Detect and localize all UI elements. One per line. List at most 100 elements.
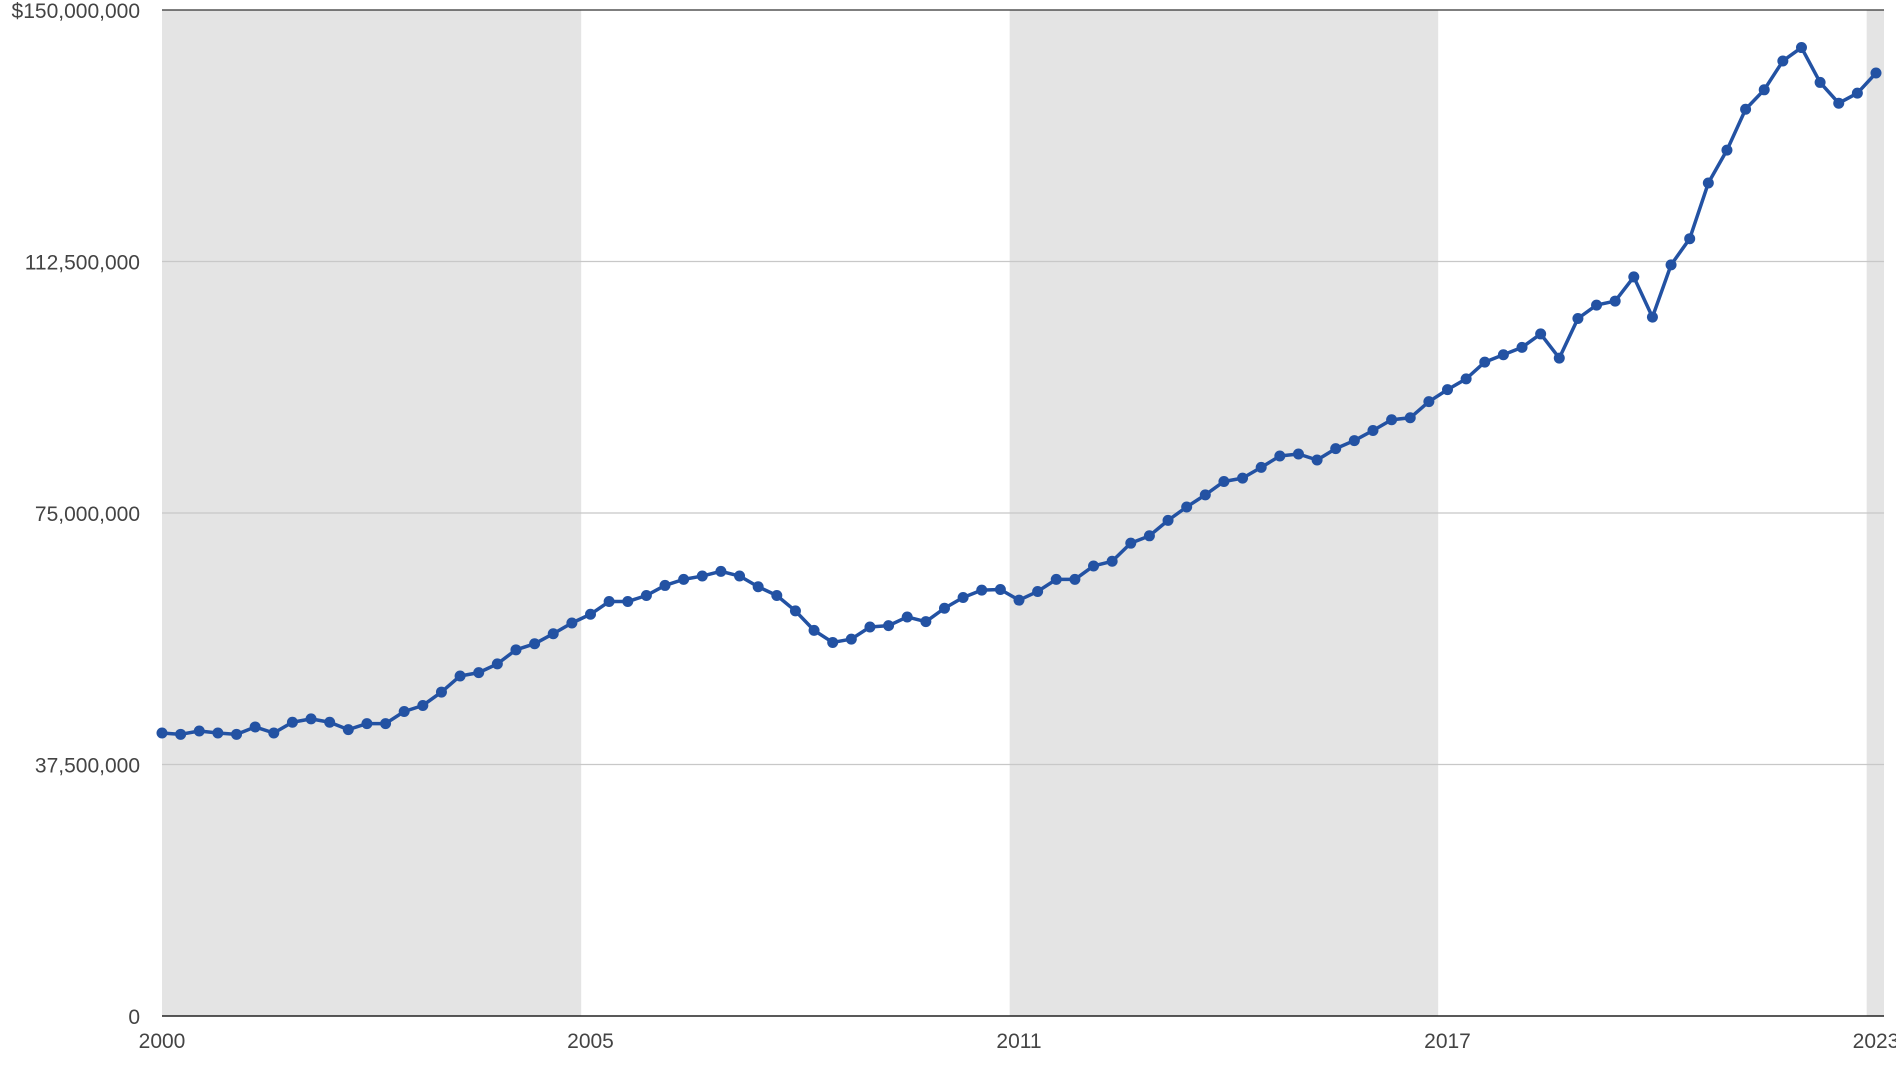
point — [212, 727, 224, 739]
point — [622, 596, 634, 608]
point — [864, 621, 876, 633]
point — [1162, 514, 1174, 526]
point — [1833, 97, 1845, 109]
point — [585, 608, 596, 620]
point — [566, 617, 578, 629]
point — [789, 605, 801, 617]
point — [1851, 87, 1863, 99]
point — [380, 718, 392, 730]
point — [771, 589, 783, 601]
point — [976, 584, 988, 596]
point — [1069, 573, 1081, 585]
point — [883, 620, 895, 632]
point — [1348, 435, 1360, 447]
point — [1330, 443, 1342, 455]
point — [1702, 177, 1714, 189]
point — [1404, 412, 1416, 424]
point — [342, 724, 354, 736]
point — [659, 579, 671, 591]
x-tick-label: 2000 — [139, 1030, 186, 1053]
point — [1199, 489, 1211, 501]
point — [175, 728, 187, 740]
point — [1367, 425, 1379, 437]
point — [1814, 76, 1826, 88]
point — [473, 667, 485, 679]
point — [994, 583, 1006, 595]
point — [1013, 594, 1025, 606]
point — [1106, 555, 1118, 567]
point — [1572, 313, 1584, 325]
x-tick-label: 2023 — [1853, 1030, 1896, 1053]
point — [938, 602, 950, 614]
point — [920, 616, 932, 628]
point — [1684, 233, 1696, 245]
point — [1758, 84, 1770, 96]
point — [361, 718, 373, 730]
point — [1628, 271, 1640, 283]
point — [1516, 341, 1528, 353]
point — [1646, 311, 1658, 323]
point — [1870, 67, 1882, 79]
point — [491, 658, 503, 670]
point — [1591, 299, 1603, 311]
point — [1143, 530, 1155, 542]
point — [1423, 396, 1435, 408]
point — [305, 713, 317, 725]
point — [901, 611, 913, 623]
point — [547, 628, 559, 640]
point — [249, 721, 261, 733]
point — [510, 644, 522, 656]
point — [734, 570, 746, 582]
point — [1050, 573, 1062, 585]
point — [845, 633, 857, 645]
point — [1442, 384, 1453, 396]
x-tick-label: 2005 — [567, 1030, 614, 1053]
x-tick-label: 2011 — [996, 1030, 1041, 1053]
point — [752, 581, 764, 593]
point — [1274, 450, 1286, 462]
point — [1609, 295, 1621, 307]
point — [1218, 475, 1230, 487]
point — [324, 716, 336, 728]
point — [1665, 259, 1677, 271]
point — [715, 565, 727, 577]
point — [696, 570, 708, 582]
point — [417, 699, 429, 711]
point — [1740, 103, 1752, 115]
point — [1311, 454, 1323, 466]
point — [398, 706, 410, 718]
point — [231, 728, 243, 740]
point — [957, 592, 969, 604]
point — [678, 573, 690, 585]
point — [1088, 560, 1100, 572]
y-tick-label: 112,500,000 — [25, 252, 140, 275]
y-tick-label: 0 — [128, 1006, 140, 1029]
point — [827, 636, 839, 648]
point — [1721, 144, 1733, 156]
point — [1535, 328, 1547, 340]
point — [435, 686, 447, 698]
y-tick-label: $150,000,000 — [12, 0, 140, 23]
point — [1795, 42, 1807, 54]
point — [1292, 448, 1304, 460]
point — [1460, 373, 1472, 385]
point — [1777, 55, 1789, 67]
point — [529, 638, 541, 650]
point — [1255, 461, 1267, 473]
point — [808, 624, 820, 636]
point — [603, 596, 615, 608]
point — [156, 727, 168, 739]
point — [1125, 537, 1137, 549]
point — [1181, 501, 1193, 513]
point — [1032, 585, 1044, 597]
point — [268, 727, 280, 739]
y-tick-label: 75,000,000 — [35, 503, 140, 526]
point — [1497, 349, 1509, 361]
x-tick-label: 2017 — [1424, 1030, 1471, 1053]
point — [1237, 472, 1249, 484]
point — [286, 716, 298, 728]
point — [1386, 414, 1398, 426]
y-tick-label: 37,500,000 — [35, 755, 140, 778]
point — [193, 725, 205, 737]
